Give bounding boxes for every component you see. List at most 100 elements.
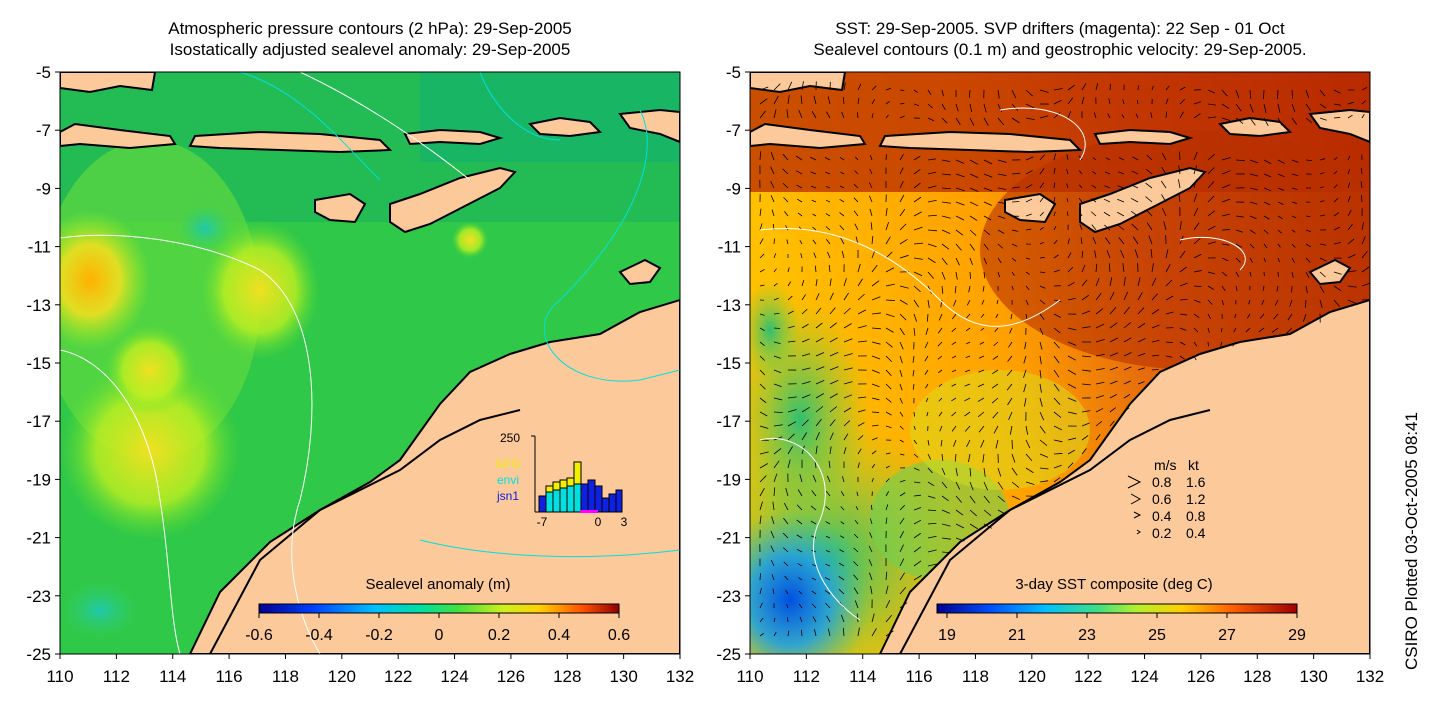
velocity-vector	[951, 341, 957, 346]
velocity-vector	[1319, 89, 1326, 97]
velocity-vector	[1291, 257, 1295, 263]
velocity-vector	[951, 397, 957, 402]
velocity-vector	[871, 397, 880, 401]
velocity-vector	[913, 89, 919, 93]
longitude-tick-label: 112	[793, 667, 820, 686]
velocity-vector	[982, 453, 985, 463]
velocity-vector	[997, 467, 1002, 477]
velocity-vector	[1347, 114, 1353, 119]
velocity-vector	[1207, 210, 1216, 217]
velocity-vector	[899, 355, 903, 364]
velocity-vector	[1319, 285, 1325, 293]
longitude-tick-label: 128	[1243, 667, 1271, 686]
velocity-vector	[770, 195, 775, 203]
velocity-vector	[800, 253, 803, 259]
velocity-vector	[1234, 313, 1237, 319]
velocity-vector	[899, 208, 906, 217]
latitude-tick-label: -21	[26, 529, 51, 548]
velocity-vector	[813, 95, 817, 105]
velocity-vector	[955, 257, 960, 266]
latitude-tick-label: -7	[36, 121, 51, 140]
longitude-tick-label: 124	[1130, 667, 1158, 686]
velocity-vector	[927, 481, 935, 487]
velocity-vector	[927, 89, 932, 95]
velocity-vector	[825, 563, 831, 567]
velocity-vector	[1025, 103, 1035, 109]
velocity-vector	[784, 211, 789, 217]
velocity-vector	[1249, 271, 1252, 277]
velocity-vector	[1263, 173, 1272, 178]
velocity-vector	[899, 383, 903, 391]
velocity-vector	[773, 383, 782, 388]
velocity-vector	[1025, 156, 1034, 161]
velocity-vector	[855, 506, 859, 511]
velocity-vector	[955, 467, 958, 476]
velocity-vector	[1305, 89, 1310, 99]
velocity-vector	[1132, 156, 1139, 161]
longitude-tick-label: 124	[440, 667, 468, 686]
velocity-vector	[796, 519, 803, 525]
velocity-vector	[868, 182, 873, 189]
velocity-vector	[857, 448, 862, 455]
velocity-vector	[1025, 117, 1035, 121]
velocity-vector	[782, 153, 789, 161]
velocity-vector	[1039, 182, 1044, 189]
velocity-vector	[1023, 355, 1027, 364]
velocity-vector	[1261, 299, 1265, 306]
velocity-vector	[759, 355, 765, 361]
velocity-vector	[1067, 84, 1075, 91]
velocity-vector	[1109, 407, 1117, 413]
velocity-vector	[1067, 297, 1076, 301]
velocity-vector	[1095, 408, 1104, 413]
velocity-vector	[1347, 195, 1351, 203]
velocity-vector	[1007, 355, 1013, 362]
velocity-vector	[969, 243, 975, 251]
velocity-vector	[1053, 182, 1056, 189]
velocity-vector	[770, 166, 775, 175]
velocity-vector	[871, 280, 880, 287]
velocity-vector	[1347, 209, 1352, 217]
velocity-vector	[1011, 172, 1021, 175]
velocity-vector	[870, 585, 873, 595]
velocity-vector	[786, 109, 789, 119]
colorbar-tick-label: 0	[435, 627, 444, 644]
velocity-vector	[1067, 355, 1077, 361]
velocity-vector	[913, 257, 923, 260]
velocity-vector	[965, 355, 971, 359]
velocity-vector	[839, 212, 845, 217]
velocity-vector	[1081, 294, 1090, 301]
velocity-vector	[1078, 184, 1083, 189]
velocity-vector	[811, 199, 817, 203]
colorbar-tick-label: 0.2	[488, 627, 510, 644]
velocity-vector	[825, 550, 831, 553]
velocity-vector	[927, 439, 930, 446]
velocity-vector	[871, 99, 876, 105]
velocity-vector	[1221, 117, 1231, 121]
velocity-vector	[1081, 250, 1084, 259]
latitude-tick-label: -23	[716, 587, 741, 606]
velocity-vector	[815, 293, 820, 301]
legend-envi: envi	[497, 473, 519, 487]
velocity-vector	[1039, 212, 1044, 217]
velocity-vector	[954, 453, 957, 462]
longitude-tick-label: 130	[1299, 667, 1327, 686]
latitude-tick-label: -15	[716, 354, 741, 373]
velocity-vector	[840, 506, 845, 511]
velocity-vector	[1025, 198, 1033, 203]
velocity-vector	[978, 425, 985, 433]
velocity-vector	[1123, 322, 1132, 329]
velocity-vector	[810, 171, 817, 175]
velocity-vector	[759, 475, 767, 483]
velocity-vector	[759, 327, 765, 331]
velocity-vector	[773, 312, 780, 315]
velocity-vector	[843, 353, 853, 357]
velocity-vector	[1093, 112, 1097, 119]
velocity-vector	[1025, 453, 1033, 461]
velocity-vector	[854, 223, 859, 231]
velocity-vector	[1118, 171, 1125, 175]
velocity-vector	[773, 631, 777, 637]
velocity-vector	[1117, 198, 1125, 203]
velocity-vector	[1347, 155, 1351, 161]
colorbar-tick-label: 19	[938, 627, 956, 644]
velocity-vector	[801, 419, 809, 427]
